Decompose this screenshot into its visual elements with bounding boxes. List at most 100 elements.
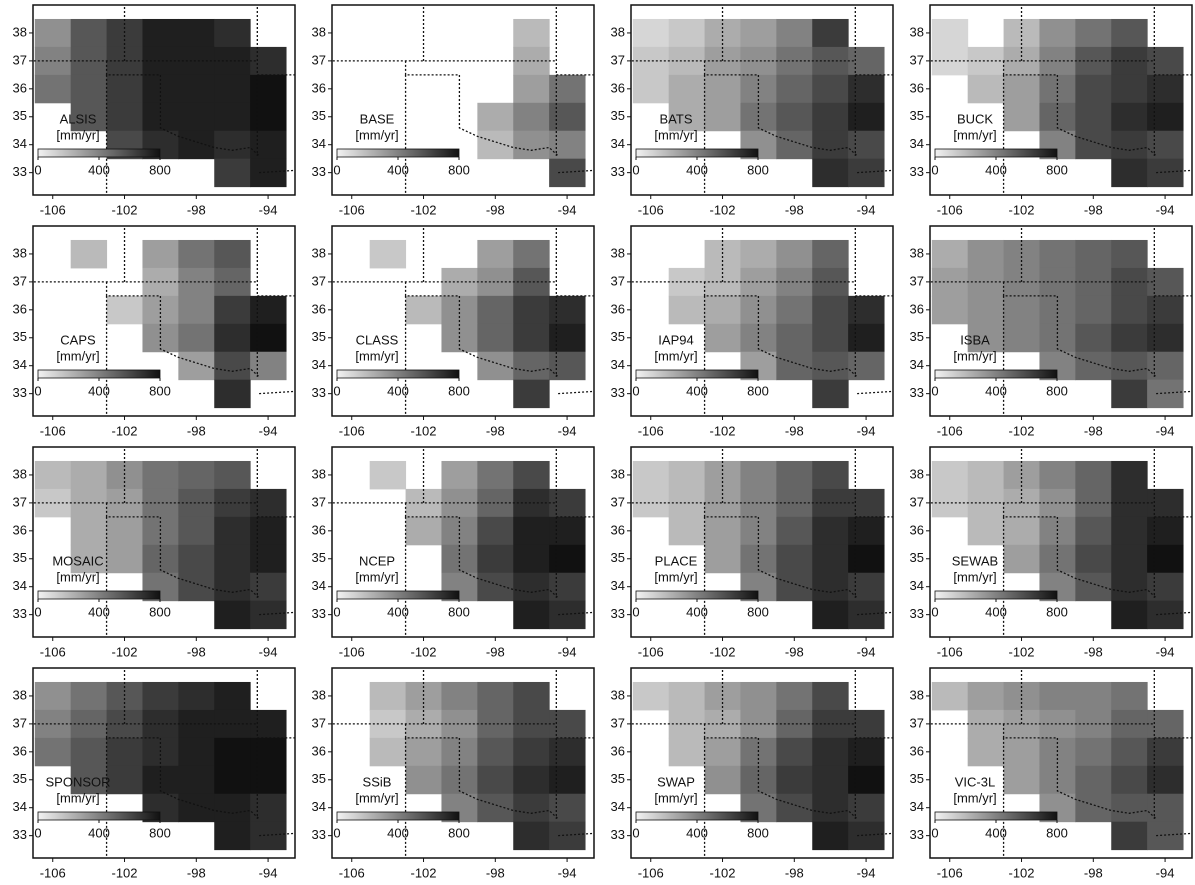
grid-cell <box>812 267 849 297</box>
grid-cell <box>513 709 550 739</box>
grid-cell <box>1147 379 1184 409</box>
grid-cell <box>405 737 442 767</box>
y-tick-label: 38 <box>611 245 625 260</box>
colorbar-tick-label: 0 <box>333 825 340 840</box>
grid-cell <box>1075 737 1112 767</box>
x-tick-label: -98 <box>187 865 206 880</box>
colorbar-tick-label: 0 <box>632 162 639 177</box>
map-frame <box>32 225 296 417</box>
grid-cell <box>848 516 885 546</box>
map-cells <box>930 5 1192 195</box>
y-tick-label: 33 <box>910 606 924 621</box>
grid-cell <box>513 46 550 76</box>
grid-cell <box>740 681 777 711</box>
grid-cell <box>549 709 586 739</box>
map-cells <box>332 447 594 637</box>
grid-cell <box>812 130 849 160</box>
y-tick-label: 34 <box>910 357 924 372</box>
model-name: BUCK <box>957 111 993 126</box>
map-panel: -106 -102 -98 -94 33 34 35 36 37 38 MOSAIC[mm/yr] 0… <box>13 446 296 659</box>
grid-cell <box>549 295 586 325</box>
x-tick-label: -102 <box>710 644 736 659</box>
grid-cell <box>967 46 1005 76</box>
y-tick-label: 33 <box>611 164 625 179</box>
grid-cell <box>70 488 108 518</box>
grid-cell <box>549 572 586 602</box>
grid-cell <box>812 102 849 132</box>
y-tick-label: 37 <box>611 52 625 67</box>
grid-cell <box>477 709 514 739</box>
grid-cell <box>1147 737 1184 767</box>
grid-cell <box>848 793 885 823</box>
x-tick-label: -102 <box>112 644 138 659</box>
colorbar <box>934 369 1058 379</box>
y-tick-label: 34 <box>611 799 625 814</box>
colorbar-label: [mm/yr] <box>56 790 99 805</box>
colorbar-tick-label: 0 <box>632 825 639 840</box>
y-tick-label: 38 <box>13 466 27 481</box>
grid-cell <box>848 74 885 104</box>
grid-cell <box>513 460 550 490</box>
y-tick-label: 34 <box>312 136 326 151</box>
y-tick-label: 34 <box>312 578 326 593</box>
colorbar-label: [mm/yr] <box>654 127 697 142</box>
colorbar-tick-label: 400 <box>387 604 409 619</box>
state-border <box>1002 723 1157 820</box>
map-panel: -106 -102 -98 -94 33 34 35 36 37 38 SSiB[mm/yr] 0 40… <box>312 667 595 880</box>
grid-cell <box>812 239 849 269</box>
grid-cell <box>1147 544 1184 574</box>
grid-cell <box>178 46 215 76</box>
x-tick-label: -106 <box>937 202 963 217</box>
grid-cell <box>369 737 407 767</box>
grid-cell <box>632 681 670 711</box>
grid-cell <box>178 18 215 48</box>
grid-cell <box>967 516 1005 546</box>
grid-cell <box>250 600 287 630</box>
grid-cell <box>477 460 514 490</box>
grid-cell <box>776 102 813 132</box>
grid-cell <box>178 793 215 823</box>
grid-cell <box>178 239 215 269</box>
map-frame <box>929 446 1193 638</box>
y-tick-label: 35 <box>13 329 27 344</box>
y-tick-label: 38 <box>13 24 27 39</box>
colorbar <box>635 369 759 379</box>
y-tick-label: 34 <box>13 357 27 372</box>
grid-cell <box>1147 267 1184 297</box>
y-tick-label: 37 <box>312 52 326 67</box>
model-name: NCEP <box>359 553 395 568</box>
grid-cell <box>178 295 215 325</box>
grid-cell <box>477 544 514 574</box>
grid-cell <box>250 516 287 546</box>
y-tick-label: 33 <box>312 164 326 179</box>
grid-cell <box>106 102 143 132</box>
grid-cell <box>1075 460 1112 490</box>
grid-cell <box>477 516 514 546</box>
grid-cell <box>1003 765 1040 795</box>
y-tick-label: 36 <box>611 80 625 95</box>
grid-cell <box>34 737 72 767</box>
grid-cell <box>1075 793 1112 823</box>
state-border <box>404 723 559 820</box>
grid-cell <box>1147 600 1184 630</box>
x-tick-label: -102 <box>710 202 736 217</box>
map-frame <box>630 446 894 638</box>
y-tick-label: 38 <box>611 24 625 39</box>
grid-cell <box>477 130 514 160</box>
y-tick-label: 38 <box>611 466 625 481</box>
grid-cell <box>549 516 586 546</box>
map-cells <box>33 5 295 195</box>
y-tick-label: 36 <box>312 301 326 316</box>
grid-cell <box>513 351 550 381</box>
grid-cell <box>776 323 813 353</box>
y-tick-label: 35 <box>312 108 326 123</box>
grid-cell <box>1111 74 1148 104</box>
x-tick-label: -98 <box>187 423 206 438</box>
grid-cell <box>848 130 885 160</box>
grid-cell <box>513 18 550 48</box>
state-border <box>404 60 559 157</box>
grid-cell <box>178 488 215 518</box>
colorbar-tick-label: 800 <box>448 383 470 398</box>
grid-cell <box>34 681 72 711</box>
y-tick-label: 38 <box>13 245 27 260</box>
